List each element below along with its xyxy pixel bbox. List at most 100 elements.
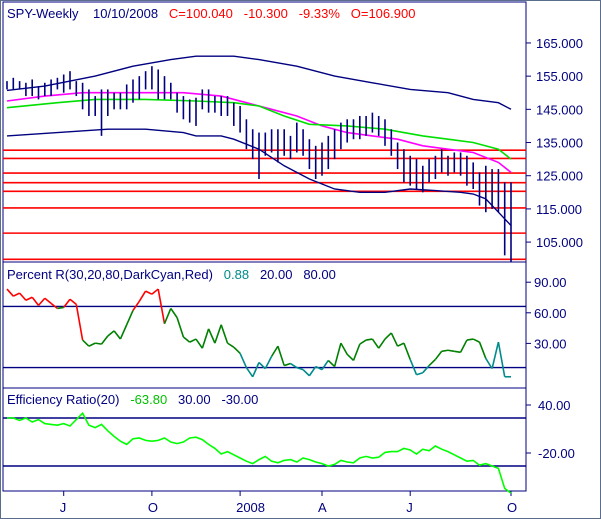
er-y-tick-label: -20.00 — [538, 446, 575, 461]
percent-r-segment — [119, 324, 128, 340]
percent-r-segment — [397, 342, 405, 347]
percent-r-y-tick-label: 90.00 — [534, 275, 567, 290]
percent-r-segment — [434, 350, 443, 360]
x-tick-label: J — [60, 500, 66, 515]
x-tick-label: J — [406, 500, 413, 515]
percent-r-segment — [214, 324, 222, 344]
percent-r-segment — [170, 307, 178, 319]
percent-r-segment — [145, 290, 153, 295]
price-y-tick-label: 165.000 — [536, 36, 583, 51]
percent-r-segment — [201, 328, 210, 349]
open-label: O=106.900 — [350, 6, 416, 21]
percent-r-segment — [378, 338, 386, 349]
change-pct-label: -9.33% — [298, 6, 340, 21]
percent-r-segment — [239, 352, 248, 368]
percent-r-segment — [31, 296, 40, 306]
percent-r-segment — [6, 288, 14, 297]
percent-r-segment — [409, 359, 418, 376]
percent-r-y-tick-label: 30.00 — [534, 336, 567, 351]
percent-r-segment — [227, 342, 235, 348]
percent-r-value: 0.88 — [223, 267, 250, 282]
percent-r-header: Percent R(30,20,80,DarkCyan,Red) 0.88 20… — [7, 267, 336, 283]
percent-r-segment — [69, 298, 77, 305]
percent-r-segment — [264, 356, 273, 369]
percent-r-segment — [315, 365, 323, 371]
percent-r-segment — [321, 360, 329, 371]
percent-r-segment — [441, 349, 449, 353]
percent-r-segment — [44, 297, 52, 304]
date-label: 10/10/2008 — [93, 6, 159, 21]
ma-long-line — [6, 55, 512, 110]
er-y-tick-label: 40.00 — [538, 398, 571, 413]
percent-r-segment — [258, 361, 266, 370]
close-label: C=100.040 — [168, 6, 233, 21]
percent-r-segment — [245, 367, 254, 378]
percent-r-segment — [485, 357, 493, 370]
percent-r-segment — [176, 317, 185, 338]
percent-r-segment — [290, 362, 298, 369]
change-label: -10.300 — [243, 6, 288, 21]
er-line — [7, 411, 512, 494]
percent-r-segment — [371, 338, 380, 349]
percent-r-segment — [233, 346, 241, 354]
percent-r-y-tick-label: 60.00 — [534, 306, 567, 321]
percent-r-segment — [478, 341, 487, 359]
percent-r-segment — [113, 330, 122, 340]
percent-r-segment — [57, 306, 64, 310]
percent-r-segment — [151, 288, 159, 295]
price-y-tick-label: 135.000 — [536, 136, 583, 151]
percent-r-segment — [459, 339, 468, 353]
percent-r-segment — [497, 341, 506, 377]
percent-r-segment — [296, 366, 304, 371]
percent-r-name: Percent R(30,20,80,DarkCyan,Red) — [7, 267, 213, 282]
percent-r-segment — [82, 339, 90, 347]
percent-r-segment — [25, 296, 33, 301]
percent-r-segment — [428, 358, 436, 367]
percent-r-segment — [302, 369, 310, 377]
percent-r-segment — [138, 290, 147, 302]
percent-r-segment — [220, 324, 229, 344]
percent-r-segment — [277, 345, 285, 366]
percent-r-segment — [403, 342, 411, 360]
price-y-tick-label: 105.000 — [536, 235, 583, 250]
price-y-tick-label: 125.000 — [536, 169, 583, 184]
percent-r-segment — [472, 338, 480, 343]
er-upper: 30.00 — [178, 392, 211, 407]
plot-area — [2, 1, 527, 492]
percent-r-segment — [107, 330, 115, 337]
x-tick-label: O — [507, 500, 517, 515]
price-y-tick-label: 115.000 — [536, 202, 582, 217]
percent-r-segment — [100, 335, 109, 345]
percent-r-segment — [365, 338, 373, 341]
percent-r-segment — [163, 308, 172, 325]
percent-r-segment — [346, 353, 355, 362]
x-tick-label: 2008 — [236, 500, 265, 515]
percent-r-segment — [157, 288, 166, 324]
percent-r-segment — [251, 362, 260, 378]
percent-r-segment — [189, 338, 197, 343]
chart-header: SPY-Weekly 10/10/2008 C=100.040 -10.300 … — [7, 6, 415, 22]
percent-r-segment — [182, 336, 191, 343]
percent-r-low: 20.00 — [259, 267, 293, 282]
percent-r-segment — [447, 349, 455, 353]
percent-r-segment — [352, 343, 361, 361]
percent-r-segment — [327, 359, 336, 368]
percent-r-segment — [12, 292, 20, 297]
percent-r-segment — [466, 338, 474, 341]
price-y-tick-label: 145.000 — [536, 102, 583, 117]
percent-r-segment — [132, 300, 140, 311]
percent-r-segment — [416, 371, 424, 376]
percent-r-segment — [454, 350, 461, 354]
percent-r-segment — [359, 339, 367, 345]
percent-r-segment — [207, 328, 216, 344]
er-value: -63.80 — [130, 392, 168, 407]
percent-r-segment — [88, 342, 96, 347]
er-name: Efficiency Ratio(20) — [7, 392, 120, 407]
percent-r-segment — [195, 338, 203, 349]
percent-r-segment — [340, 342, 348, 355]
symbol-label: SPY-Weekly — [7, 6, 79, 21]
percent-r-segment — [125, 310, 134, 326]
price-y-tick-label: 155.000 — [536, 69, 583, 84]
